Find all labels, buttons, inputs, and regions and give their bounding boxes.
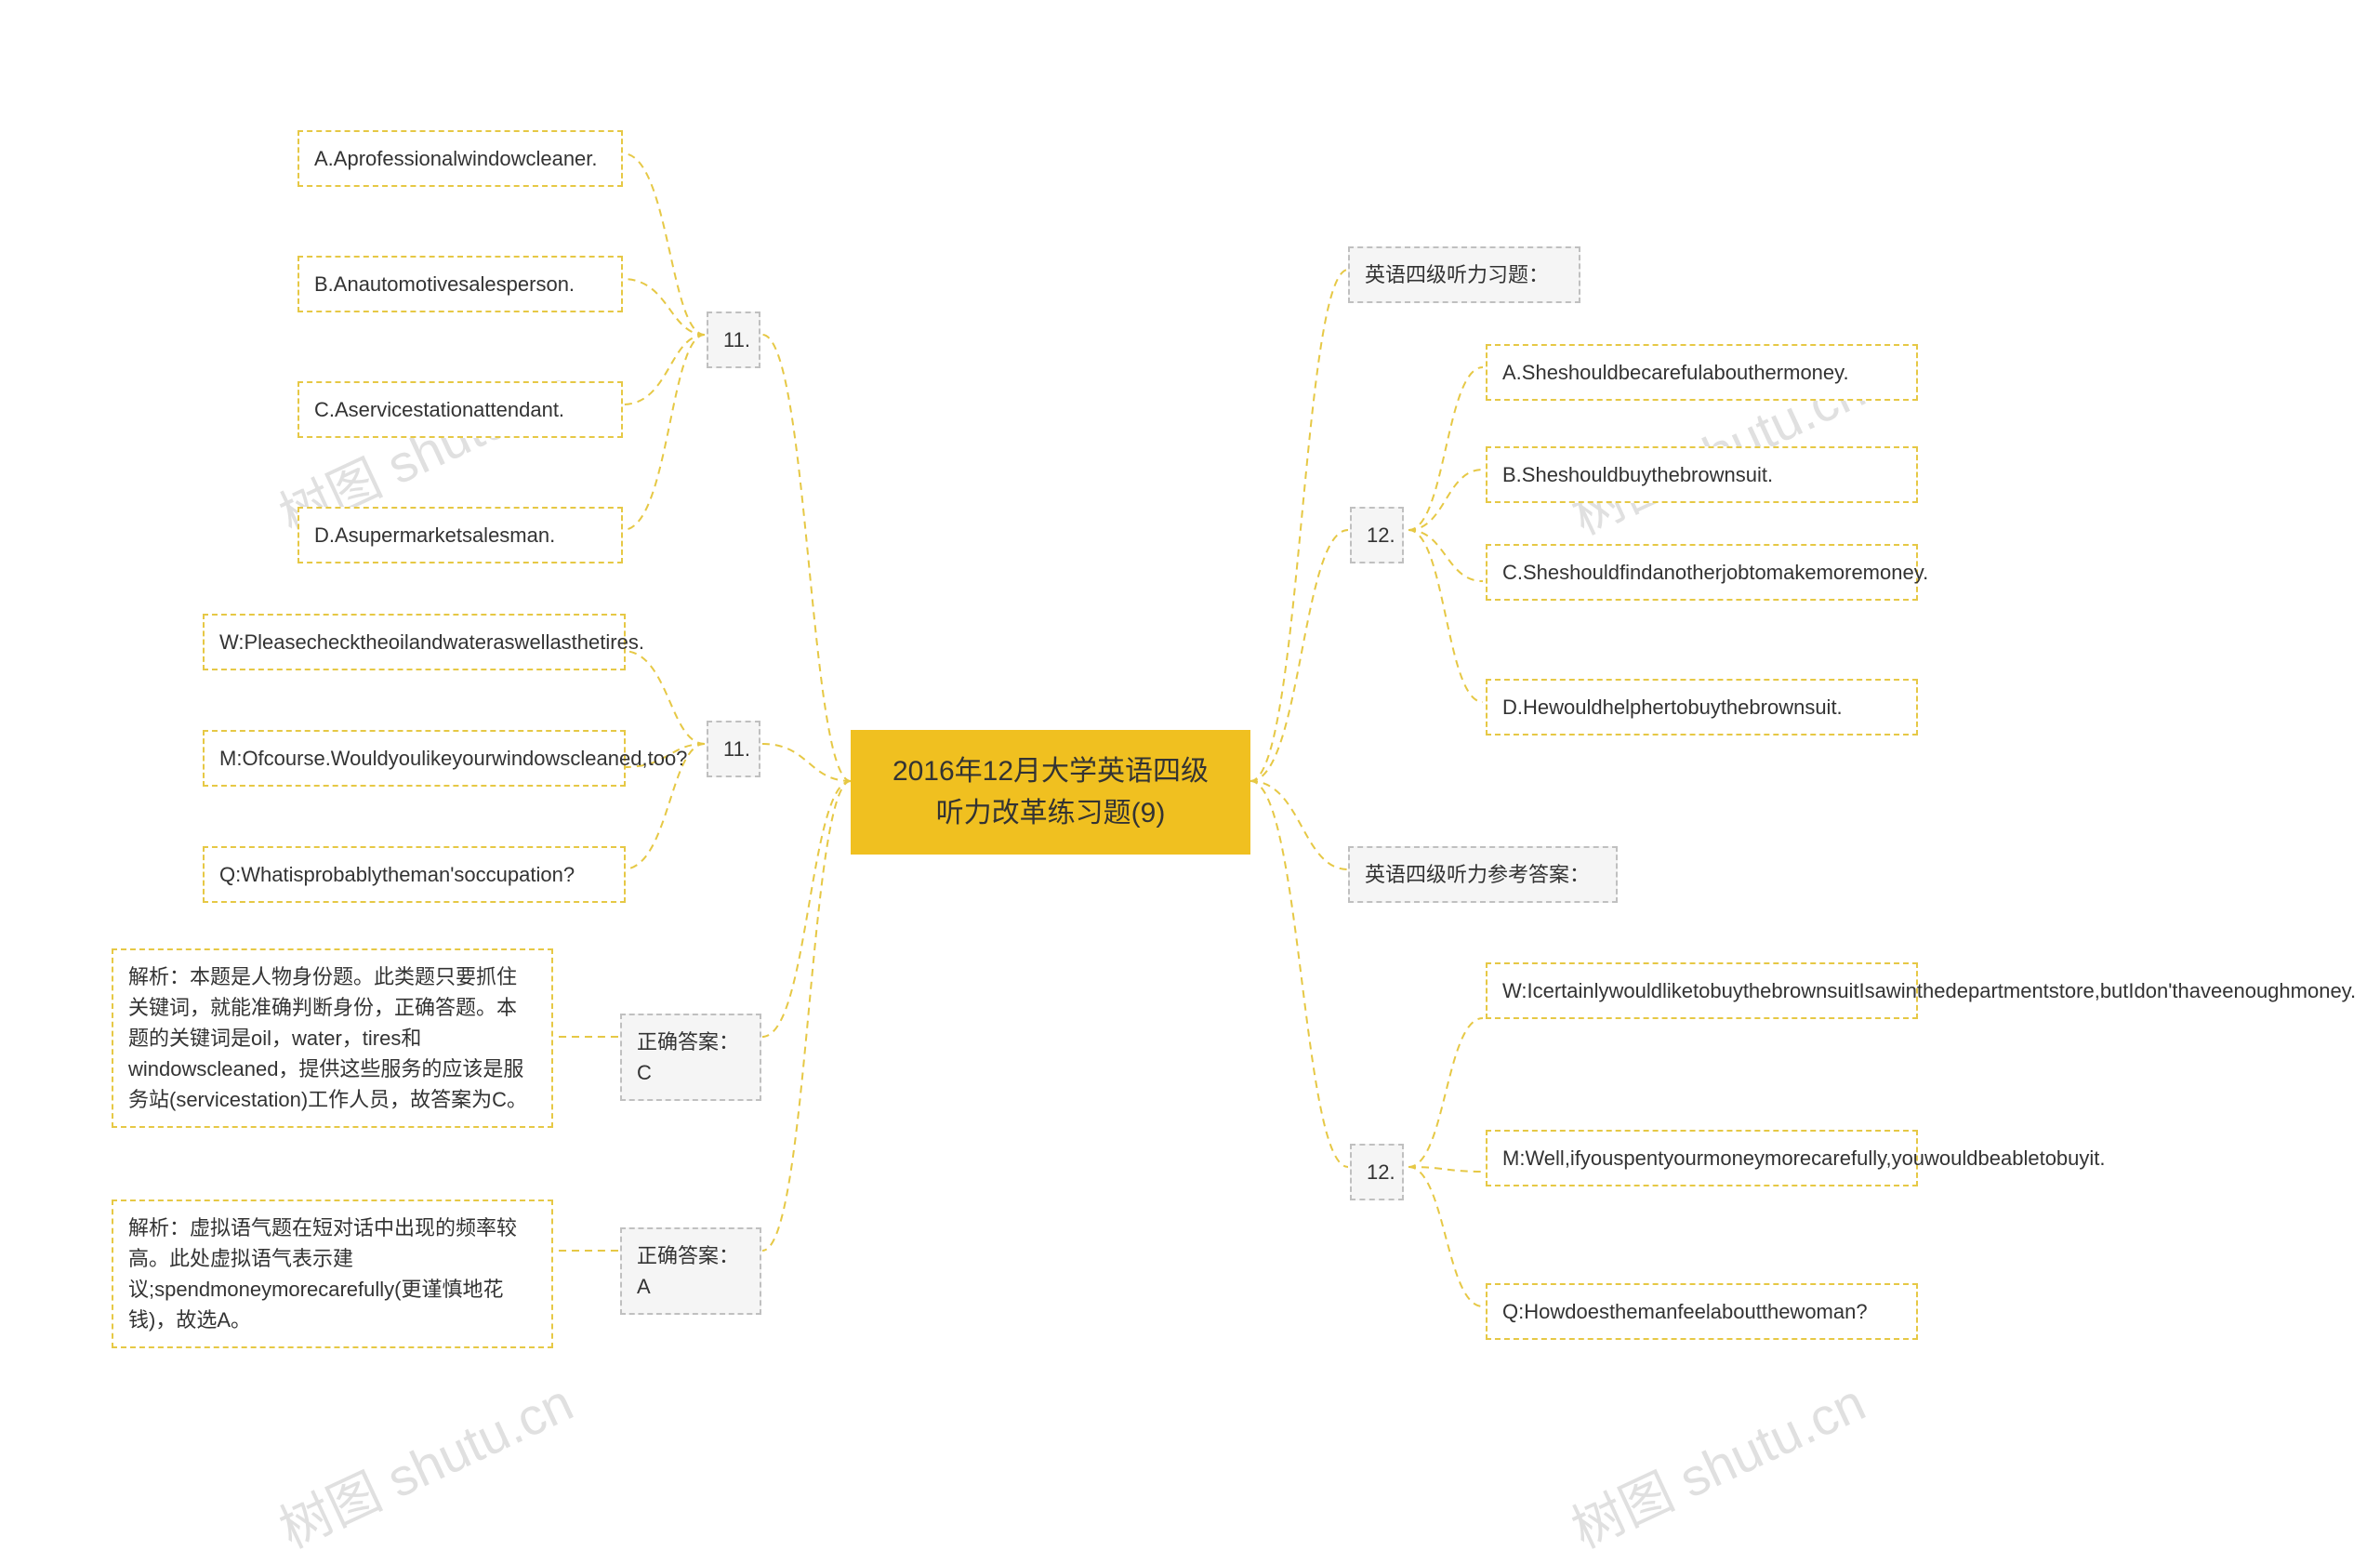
q12-opt-a: A.Sheshouldbecarefulabouthermoney. [1486,344,1918,401]
root-title-line1: 2016年12月大学英语四级 [879,750,1223,792]
watermark-4: 树图 shutu.cn [1558,1361,1876,1563]
q11-m: M:Ofcourse.Wouldyoulikeyourwindowscleane… [203,730,626,787]
q11-opt-b: B.Anautomotivesalesperson. [298,256,623,312]
q12-m: M:Well,ifyouspentyourmoneymorecarefully,… [1486,1130,1918,1186]
q11-w: W:Pleasechecktheoilandwateraswellastheti… [203,614,626,670]
answer-a-explain: 解析：虚拟语气题在短对话中出现的频率较高。此处虚拟语气表示建议;spendmon… [112,1200,553,1348]
q12-q: Q:Howdoesthemanfeelaboutthewoman? [1486,1283,1918,1340]
root-title-line2: 听力改革练习题(9) [879,792,1223,834]
answer-a-label: 正确答案：A [620,1227,761,1315]
q12-opt-b: B.Sheshouldbuythebrownsuit. [1486,446,1918,503]
q11-opt-a: A.Aprofessionalwindowcleaner. [298,130,623,187]
q12-bot-num: 12. [1350,1144,1404,1200]
q12-top-num: 12. [1350,507,1404,563]
q12-opt-d: D.Hewouldhelphertobuythebrownsuit. [1486,679,1918,736]
header-exercises: 英语四级听力习题： [1348,246,1580,303]
header-answers: 英语四级听力参考答案： [1348,846,1618,903]
answer-c-explain: 解析：本题是人物身份题。此类题只要抓住关键词，就能准确判断身份，正确答题。本题的… [112,948,553,1128]
watermark-3: 树图 shutu.cn [266,1361,584,1563]
root-node: 2016年12月大学英语四级 听力改革练习题(9) [851,730,1250,855]
q12-w: W:IcertainlywouldliketobuythebrownsuitIs… [1486,962,1918,1019]
q11-top-num: 11. [707,311,760,368]
q11-q: Q:Whatisprobablytheman'soccupation? [203,846,626,903]
q11-opt-d: D.Asupermarketsalesman. [298,507,623,563]
answer-c-label: 正确答案：C [620,1014,761,1101]
q12-opt-c: C.Sheshouldfindanotherjobtomakemoremoney… [1486,544,1918,601]
q11-opt-c: C.Aservicestationattendant. [298,381,623,438]
q11-mid-num: 11. [707,721,760,777]
